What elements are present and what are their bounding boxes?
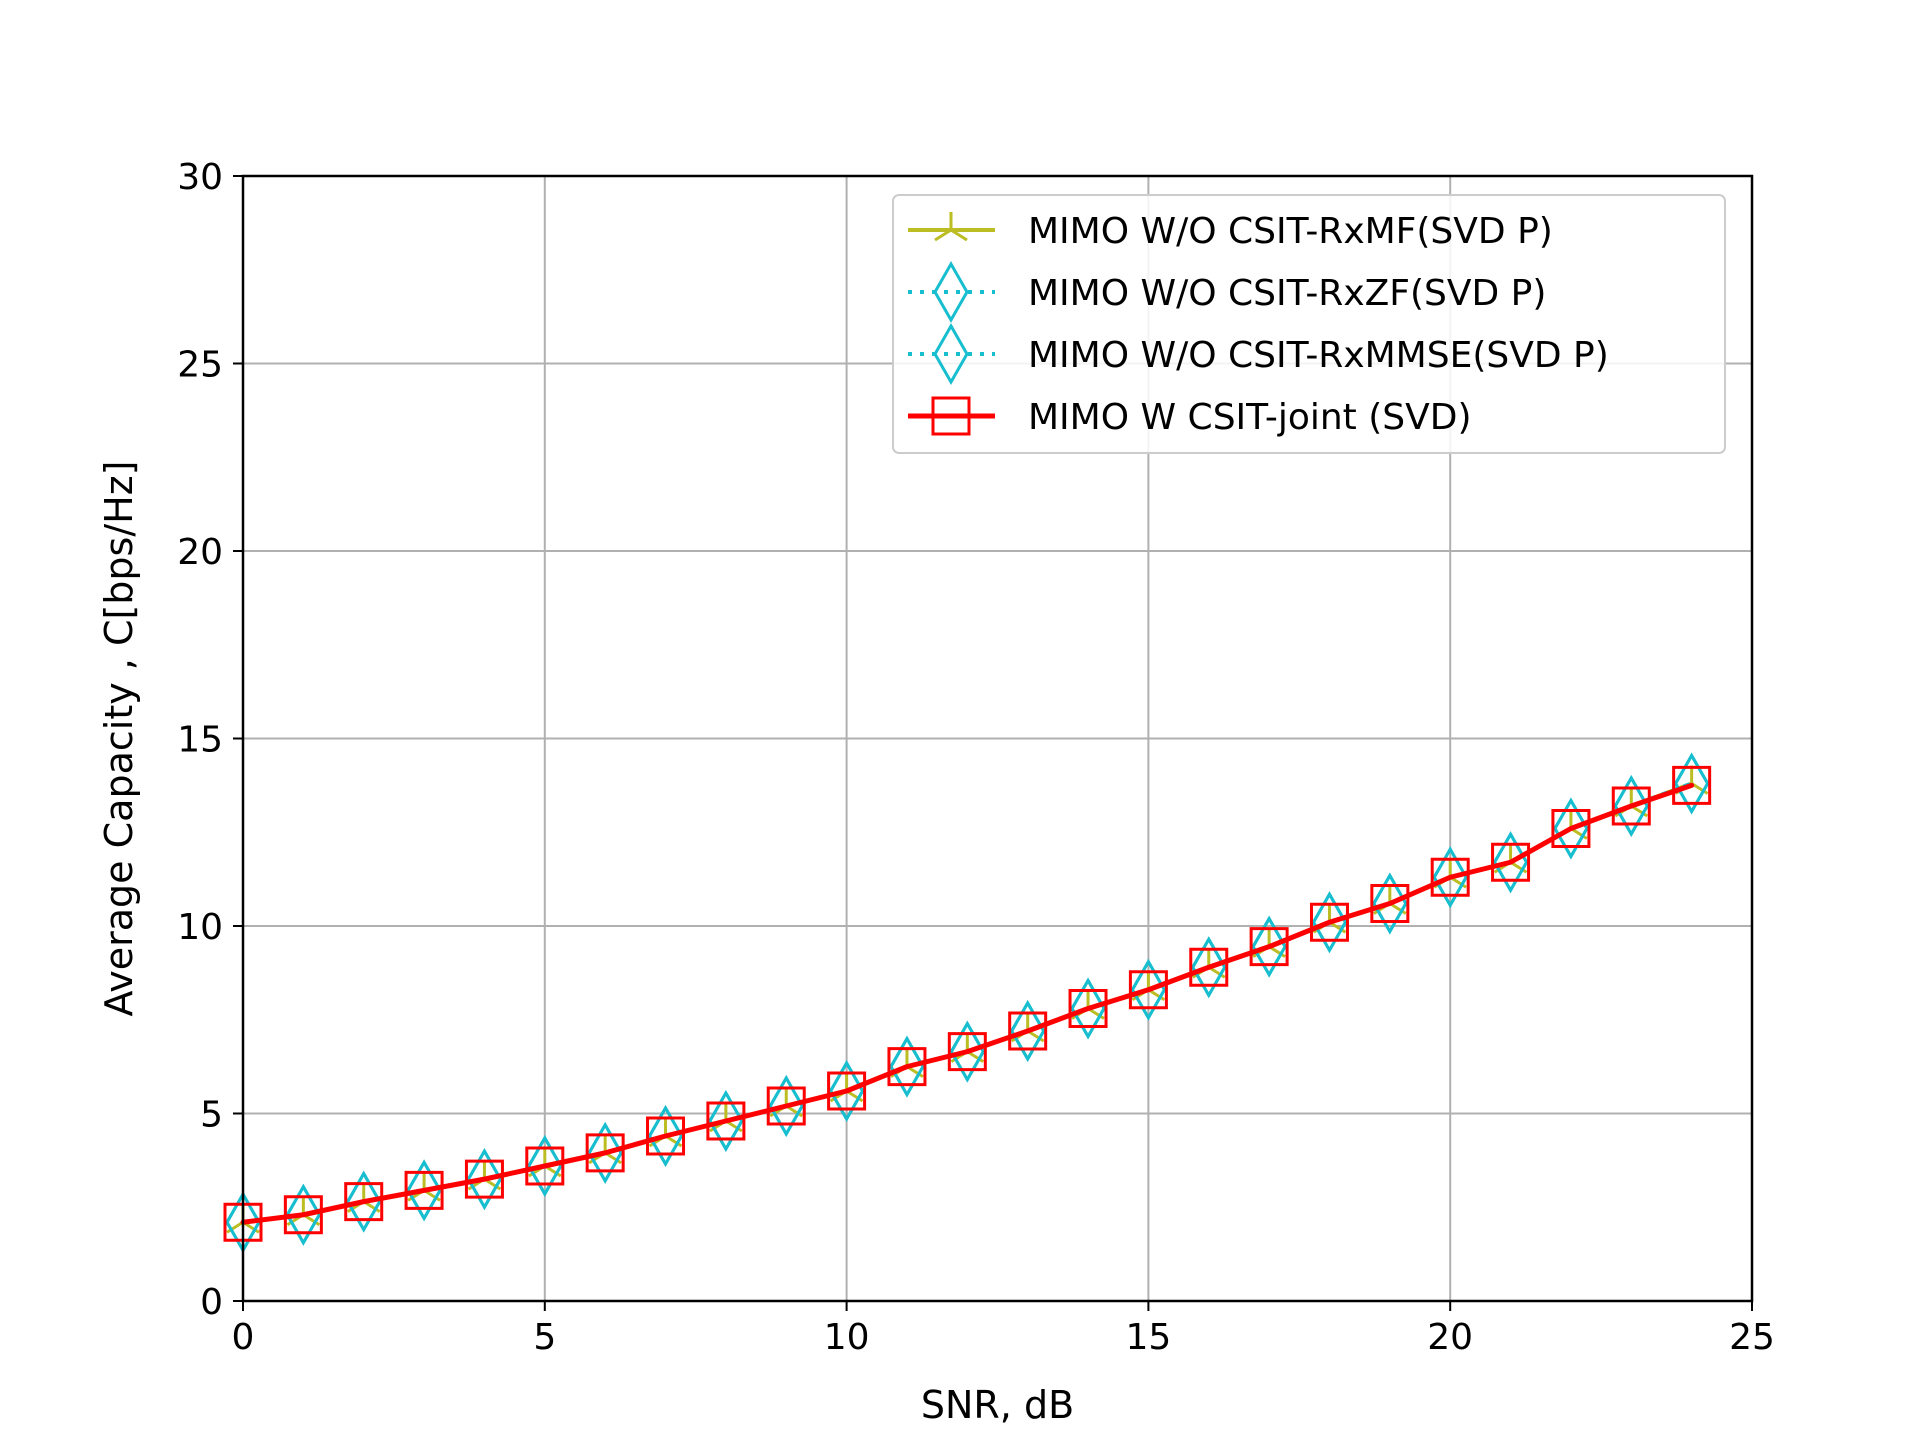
data-point: [344, 1182, 384, 1222]
y-tick-label: 10: [177, 907, 223, 948]
legend-item: MIMO W CSIT-joint (SVD): [908, 396, 1472, 438]
data-point: [1613, 774, 1650, 838]
data-point: [947, 1032, 987, 1072]
data-point: [706, 1101, 746, 1141]
data-point: [404, 1170, 444, 1210]
data-point: [1432, 846, 1468, 909]
y-tick-label: 5: [200, 1095, 223, 1136]
data-point: [1189, 947, 1229, 987]
marker-arm: [950, 228, 968, 242]
data-point: [647, 1104, 684, 1168]
data-point: [889, 1035, 925, 1098]
grid: [242, 175, 1753, 1302]
data-point: [1372, 872, 1408, 935]
data-point: [1672, 765, 1712, 805]
series-4: [223, 765, 1712, 1242]
marker-arm: [845, 1089, 864, 1103]
data-point: [1311, 891, 1348, 954]
data-point: [1068, 989, 1108, 1028]
data-point: [1673, 752, 1710, 815]
marker-arm: [934, 228, 952, 242]
data-point: [1128, 970, 1168, 1010]
x-tick-label: 5: [533, 1317, 556, 1358]
data-point: [1130, 958, 1167, 1021]
legend-swatch-marker: [934, 212, 968, 242]
legend-label: MIMO W/O CSIT-RxMMSE(SVD P): [1028, 335, 1609, 376]
x-tick-label: 10: [824, 1317, 870, 1358]
data-point: [1309, 902, 1349, 942]
legend-item: MIMO W/O CSIT-RxZF(SVD P): [908, 260, 1546, 324]
legend-swatch-marker: [933, 260, 969, 324]
y-tick-label: 30: [177, 157, 223, 198]
y-tick-label: 20: [177, 532, 223, 573]
marker-arm: [1509, 860, 1528, 874]
data-point: [646, 1116, 686, 1156]
y-axis-label: Average Capacity , C[bps/Hz]: [97, 461, 141, 1017]
data-point: [1611, 786, 1651, 826]
data-point: [285, 1183, 322, 1246]
data-point: [766, 1086, 806, 1126]
data-point: [887, 1047, 927, 1087]
legend-item: MIMO W/O CSIT-RxMF(SVD P): [908, 211, 1553, 252]
marker-arm: [226, 1220, 244, 1234]
data-point: [345, 1170, 382, 1233]
data-point: [1009, 999, 1046, 1063]
data-point: [827, 1071, 867, 1111]
axis-ticks: 0 5 10 15 20 25 0 5 10 15 20 25 30: [177, 157, 1775, 1358]
x-axis-label: SNR, dB: [921, 1383, 1074, 1427]
y-tick-label: 15: [177, 720, 223, 761]
data-point: [464, 1159, 504, 1199]
y-tick-label: 25: [177, 345, 223, 386]
data-point: [283, 1195, 323, 1235]
data-point: [466, 1148, 503, 1211]
x-tick-label: 20: [1427, 1317, 1473, 1358]
marker-arm: [1690, 782, 1709, 795]
data-point: [1070, 977, 1106, 1040]
data-point: [1251, 915, 1287, 978]
data-point: [768, 1074, 804, 1138]
data-point: [828, 1059, 865, 1123]
data-point: [1491, 842, 1531, 882]
data-point: [708, 1089, 744, 1153]
data-point: [527, 1134, 563, 1198]
x-tick-label: 25: [1729, 1317, 1775, 1358]
data-point: [1430, 857, 1470, 897]
marker-arm: [1389, 902, 1407, 915]
data-point: [1551, 809, 1591, 848]
legend-label: MIMO W/O CSIT-RxZF(SVD P): [1028, 273, 1546, 314]
data-point: [1492, 831, 1529, 894]
legend-swatch-marker: [931, 396, 971, 436]
x-tick-label: 0: [232, 1317, 255, 1358]
data-point: [1249, 927, 1289, 967]
data-point: [1191, 936, 1227, 999]
legend-box: [892, 194, 1726, 454]
data-point: [949, 1020, 986, 1083]
data-point: [1370, 884, 1410, 923]
data-point: [1553, 797, 1589, 860]
legend-swatch-marker: [933, 322, 969, 386]
data-point: [525, 1146, 565, 1186]
y-tick-label: 0: [200, 1282, 223, 1323]
legend-label: MIMO W CSIT-joint (SVD): [1028, 397, 1472, 438]
x-tick-label: 15: [1125, 1317, 1171, 1358]
marker-arm: [1268, 945, 1286, 958]
legend-label: MIMO W/O CSIT-RxMF(SVD P): [1028, 211, 1553, 252]
data-point: [406, 1159, 442, 1222]
data-point: [585, 1133, 625, 1173]
data-point: [587, 1121, 623, 1184]
data-point: [1008, 1011, 1048, 1051]
series-line: [240, 782, 1695, 1225]
legend: MIMO W/O CSIT-RxMF(SVD P) MIMO W/O CSIT-R…: [892, 194, 1726, 454]
legend-item: MIMO W/O CSIT-RxMMSE(SVD P): [908, 322, 1609, 386]
